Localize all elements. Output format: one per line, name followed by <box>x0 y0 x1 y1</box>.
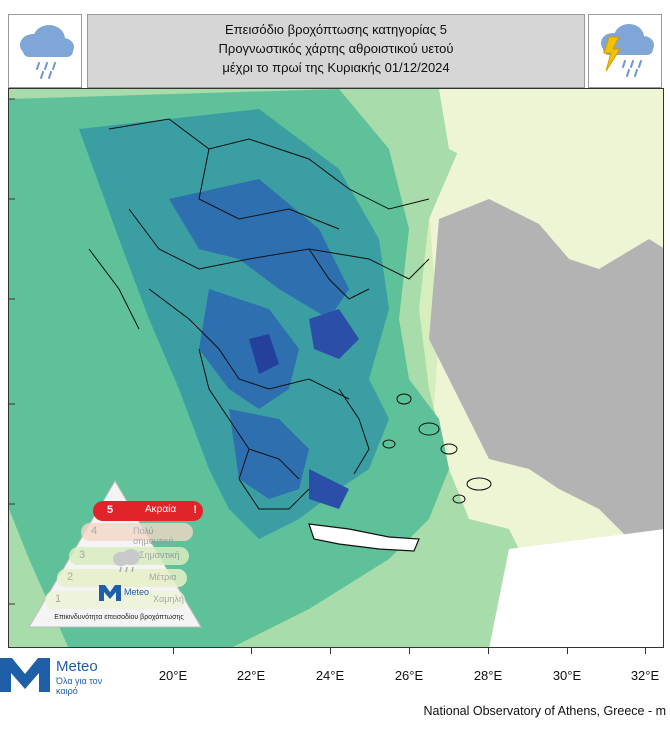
legend-level-4: 4 Πολύ σημαντική <box>81 523 193 546</box>
lon-tick-32: 32°E <box>630 668 660 683</box>
legend-level-4-number: 4 <box>91 525 98 537</box>
map-canvas <box>9 89 663 647</box>
legend-meteo-name: Meteo <box>124 587 150 597</box>
meteo-brand-tagline: Όλα για τον καιρό <box>56 676 103 696</box>
legend-level-3-label: Σημαντική <box>139 550 180 560</box>
legend-level-1-number: 1 <box>55 593 62 605</box>
credit-text: National Observatory of Athens, Greece -… <box>423 704 666 718</box>
meteo-brand-name: Meteo <box>56 658 98 675</box>
legend-level-5-number: 5 <box>107 504 114 516</box>
legend-level-1: 1 Χαμηλή <box>45 591 185 609</box>
lon-tick-24: 24°E <box>315 668 345 683</box>
legend-meteo-logo: Meteo <box>99 585 159 605</box>
legend-level-2-label: Μέτρια <box>149 572 177 582</box>
legend-level-2: 2 Μέτρια <box>57 569 187 587</box>
thunderstorm-cloud-icon <box>588 14 662 88</box>
legend-level-1-label: Χαμηλή <box>153 594 184 604</box>
title-line-1: Επεισόδιο βροχόπτωσης κατηγορίας 5 <box>225 22 447 37</box>
lon-tick-20: 20°E <box>158 668 188 683</box>
legend-caption: Επικινδυνότητα επεισοδίου βροχόπτωσης <box>54 614 184 621</box>
map-title-box: Επεισόδιο βροχόπτωσης κατηγορίας 5 Προγν… <box>87 14 585 88</box>
meteo-logo-icon <box>0 658 50 692</box>
legend-level-5-label: Ακραία <box>145 504 177 515</box>
legend-level-2-number: 2 <box>67 571 74 583</box>
precipitation-map: 5 Ακραία ! 4 Πολύ σημαντική 3 Σημαντική … <box>8 88 664 648</box>
title-line-3: μέχρι το πρωί της Κυριακής 01/12/2024 <box>222 60 450 75</box>
legend-level-3-number: 3 <box>79 549 86 561</box>
rain-cloud-icon <box>8 14 82 88</box>
lon-tick-30: 30°E <box>552 668 582 683</box>
longitude-axis: 20°E 22°E 24°E 26°E 28°E 30°E 32°E <box>0 648 670 688</box>
legend-rain-cloud-icon <box>109 547 143 575</box>
title-line-2: Προγνωστικός χάρτης αθροιστικού υετού <box>218 41 454 56</box>
legend-level-5: 5 Ακραία ! <box>93 501 203 521</box>
lon-tick-26: 26°E <box>394 668 424 683</box>
risk-legend: 5 Ακραία ! 4 Πολύ σημαντική 3 Σημαντική … <box>25 477 205 633</box>
legend-level-4-label: Πολύ σημαντική <box>133 526 174 546</box>
alert-icon: ! <box>193 504 197 516</box>
meteo-brand: Meteo Όλα για τον καιρό <box>0 656 140 696</box>
lon-tick-22: 22°E <box>236 668 266 683</box>
lon-tick-28: 28°E <box>473 668 503 683</box>
